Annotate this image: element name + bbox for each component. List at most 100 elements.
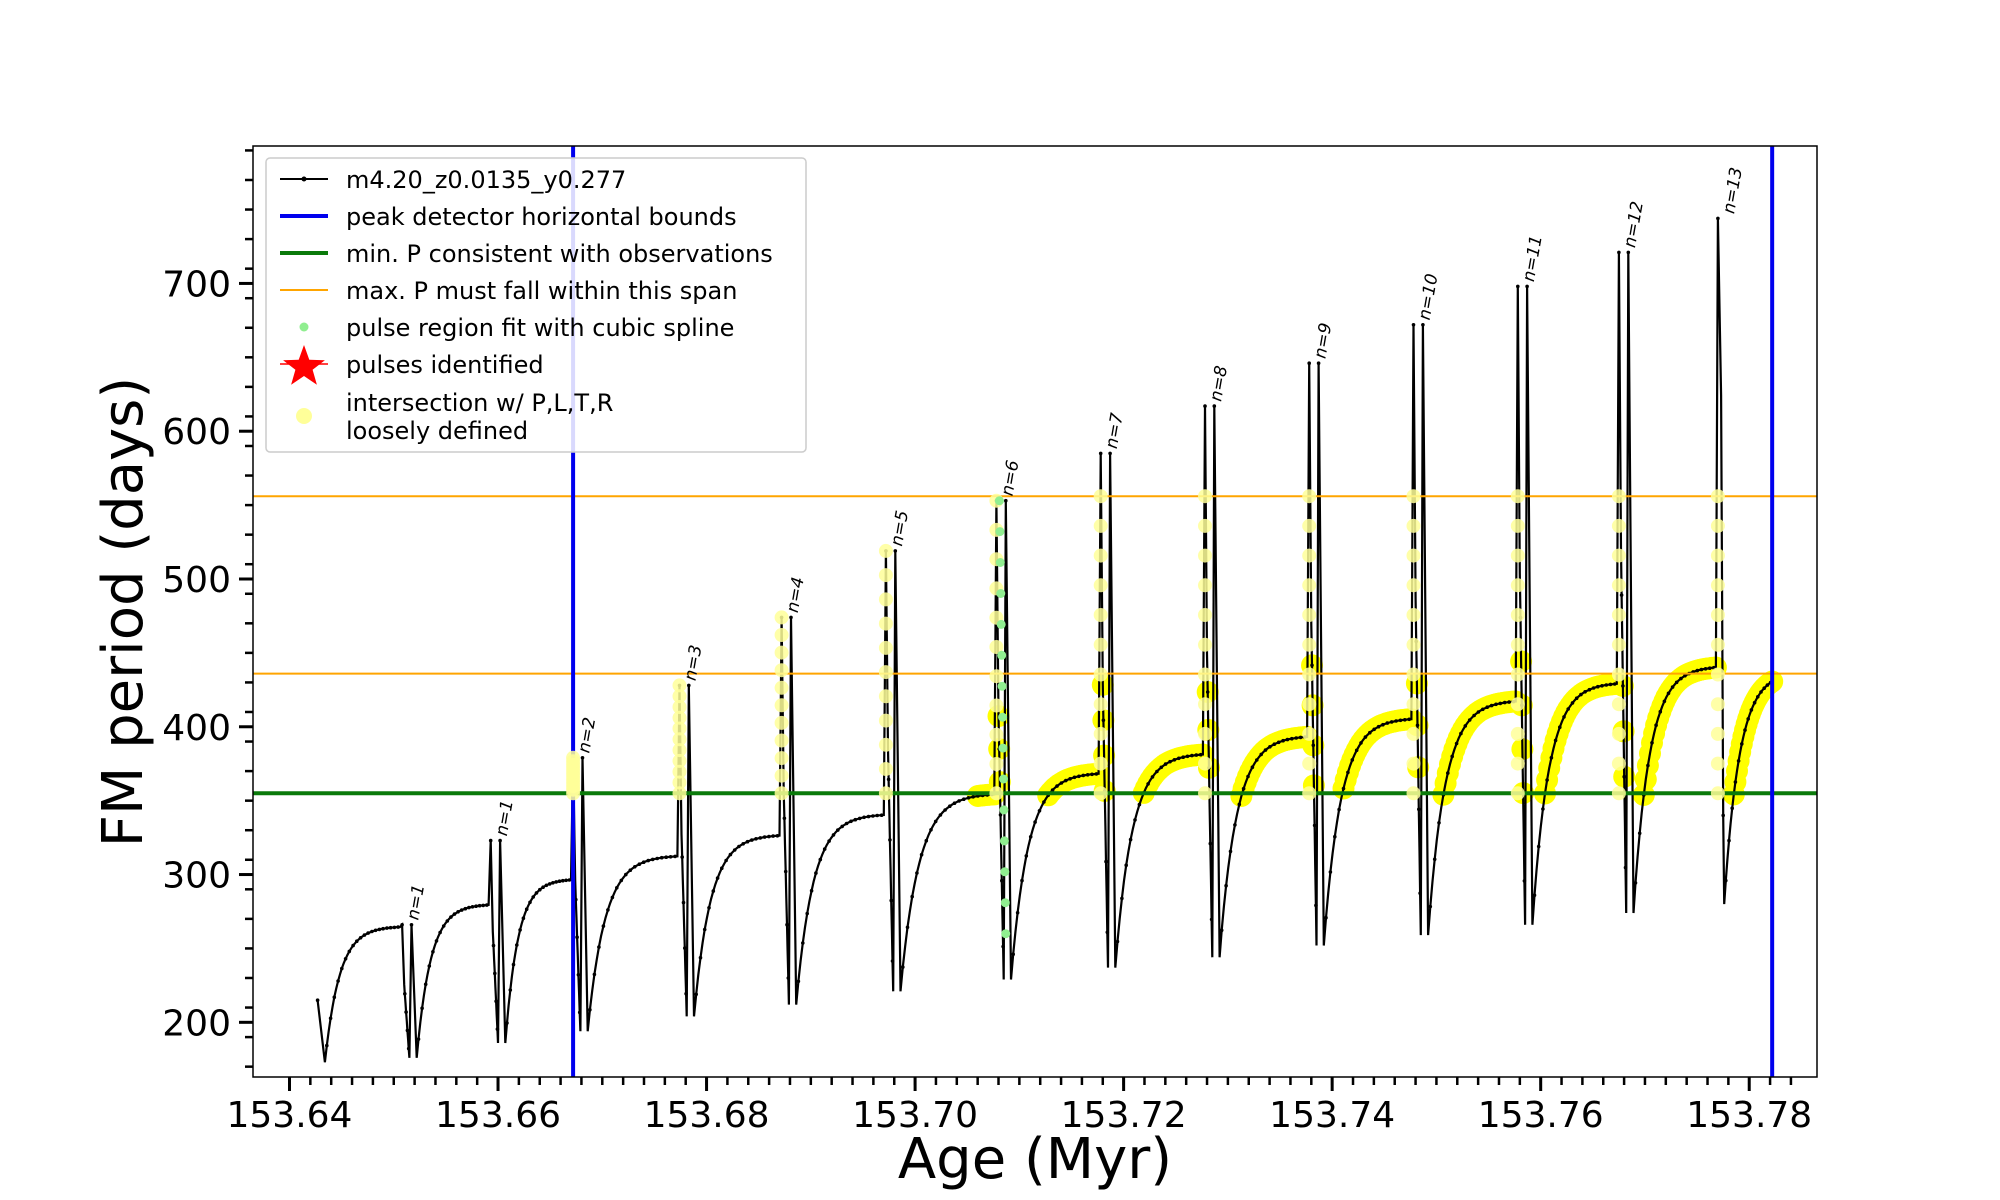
track-point bbox=[957, 799, 961, 803]
loose-intersection-point bbox=[774, 698, 789, 713]
loose-intersection-point bbox=[1710, 518, 1725, 533]
track-point bbox=[1707, 666, 1712, 670]
track-point bbox=[698, 955, 703, 960]
track-point bbox=[1263, 748, 1268, 752]
track-point bbox=[1350, 758, 1355, 762]
track-point bbox=[683, 946, 687, 950]
track-point bbox=[1411, 323, 1416, 327]
track-point bbox=[1105, 930, 1110, 935]
loose-intersection-point bbox=[1611, 489, 1626, 504]
track-point bbox=[544, 883, 549, 888]
loose-intersection-point bbox=[1093, 518, 1108, 533]
track-point bbox=[1612, 682, 1617, 686]
loose-intersection-point bbox=[1406, 786, 1421, 801]
loose-intersection-point bbox=[774, 786, 789, 801]
track-point bbox=[1028, 835, 1033, 839]
track-point bbox=[1476, 710, 1481, 714]
track-point bbox=[1622, 774, 1626, 779]
track-point bbox=[377, 927, 382, 932]
track-point bbox=[814, 871, 818, 875]
track-point bbox=[1454, 741, 1459, 746]
track-point bbox=[1558, 725, 1562, 729]
track-point bbox=[655, 856, 659, 861]
track-point bbox=[1011, 952, 1015, 956]
legend-handle-star bbox=[283, 345, 325, 385]
track-point bbox=[844, 821, 849, 826]
loose-intersection-point bbox=[672, 786, 687, 801]
loose-intersection-point bbox=[989, 727, 1004, 742]
track-point bbox=[1255, 758, 1259, 762]
track-point bbox=[1133, 818, 1137, 822]
track-point bbox=[783, 869, 788, 874]
track-point bbox=[1212, 404, 1217, 408]
loose-intersection-point bbox=[1710, 548, 1725, 563]
track-point bbox=[1124, 863, 1128, 867]
track-point bbox=[1341, 786, 1346, 791]
track-point bbox=[576, 973, 581, 977]
track-point bbox=[438, 930, 442, 935]
track-point bbox=[754, 837, 758, 841]
track-point bbox=[952, 801, 957, 805]
loose-intersection-point bbox=[1611, 756, 1626, 771]
track-point bbox=[1407, 717, 1411, 722]
loose-intersection-point bbox=[1302, 489, 1317, 504]
track-point bbox=[933, 819, 938, 824]
track-point bbox=[1276, 740, 1281, 745]
loose-intersection-point bbox=[1510, 518, 1525, 533]
track-point bbox=[441, 924, 446, 928]
track-point bbox=[680, 855, 684, 859]
track-point bbox=[557, 879, 562, 883]
track-point bbox=[508, 988, 513, 992]
loose-intersection-point bbox=[1406, 726, 1421, 741]
loose-intersection-point bbox=[1093, 489, 1108, 504]
track-point bbox=[1233, 823, 1237, 827]
loose-intersection-point bbox=[1510, 489, 1525, 504]
track-point bbox=[1159, 765, 1164, 770]
track-point bbox=[1730, 806, 1734, 810]
loose-intersection-point bbox=[774, 628, 789, 642]
track-point bbox=[373, 928, 378, 933]
track-point bbox=[893, 549, 898, 553]
track-point bbox=[836, 828, 840, 832]
track-point bbox=[910, 894, 914, 899]
track-point bbox=[715, 876, 720, 880]
track-point bbox=[889, 898, 893, 903]
track-point bbox=[1743, 728, 1747, 732]
track-point bbox=[1294, 736, 1298, 740]
track-point bbox=[1209, 917, 1214, 922]
track-point bbox=[1450, 754, 1454, 759]
track-point bbox=[1081, 773, 1086, 778]
track-point bbox=[1337, 807, 1341, 812]
track-point bbox=[782, 816, 787, 821]
pulse-label: n=1 bbox=[492, 799, 518, 838]
x-tick-label: 153.66 bbox=[435, 1095, 561, 1136]
track-point bbox=[1285, 737, 1290, 742]
track-point bbox=[511, 962, 516, 967]
track-point bbox=[1290, 736, 1294, 741]
track-point bbox=[711, 889, 716, 893]
track-point bbox=[404, 1010, 408, 1014]
track-point bbox=[943, 808, 947, 812]
track-point bbox=[538, 887, 542, 892]
loose-intersection-point bbox=[1510, 667, 1525, 682]
track-point bbox=[1368, 730, 1372, 735]
loose-intersection-point bbox=[672, 764, 687, 779]
track-point bbox=[406, 1046, 411, 1051]
loose-intersection-point bbox=[774, 751, 789, 766]
track-point bbox=[1333, 834, 1337, 839]
track-point bbox=[1328, 870, 1333, 874]
track-point bbox=[707, 906, 711, 910]
track-point bbox=[1042, 800, 1046, 804]
track-point bbox=[554, 880, 558, 884]
track-point bbox=[619, 878, 624, 883]
track-point bbox=[474, 904, 478, 908]
track-point bbox=[416, 1037, 421, 1041]
y-axis-label: FM period (days) bbox=[91, 377, 156, 847]
track-point bbox=[1662, 699, 1667, 704]
track-point bbox=[1228, 849, 1233, 854]
track-point bbox=[849, 819, 853, 824]
track-point bbox=[564, 878, 568, 883]
loose-intersection-point bbox=[878, 713, 893, 728]
pulse-label: n=2 bbox=[574, 716, 600, 755]
track-point bbox=[962, 797, 966, 801]
